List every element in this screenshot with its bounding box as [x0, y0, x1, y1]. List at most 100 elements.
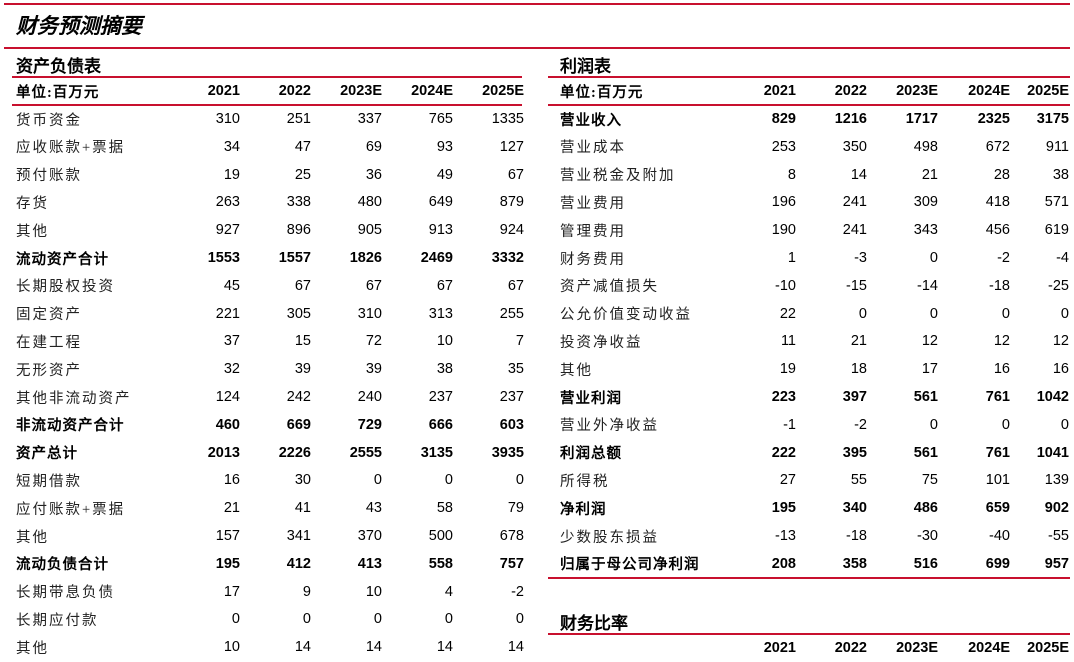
cell-2025e: 1042: [1036, 389, 1069, 405]
cell-2025e: 3935: [491, 444, 524, 461]
cell-2022: 2226: [278, 444, 311, 461]
cell-2022: 2022: [278, 83, 311, 99]
cell-2022: 241: [842, 222, 867, 239]
table-row: 流动资产合计 1553 1557 1826 2469 3332: [16, 244, 524, 272]
table-row: 资产减值损失 -10 -15 -14 -18 -25: [560, 272, 1069, 300]
row-label: 应收账款+票据: [16, 140, 126, 157]
cell-2022: 350: [842, 138, 867, 155]
table-row: 流动负债合计 195 412 413 558 757: [16, 550, 524, 578]
page-title: 财务预测摘要: [16, 14, 142, 38]
cell-2021: 829: [771, 111, 796, 127]
cell-2023e: 0: [929, 416, 938, 433]
cell-2024e: 761: [985, 444, 1010, 461]
cell-2021: 1553: [207, 250, 240, 266]
cell-2024e: 101: [985, 472, 1010, 489]
cell-2021: 196: [771, 194, 796, 211]
title-rule: [4, 47, 1070, 49]
cell-2024e: 67: [436, 277, 453, 294]
cell-2025e: 571: [1044, 194, 1069, 211]
cell-2021: 17: [223, 583, 240, 600]
cell-2022: -15: [846, 277, 867, 294]
cell-2024e: 28: [993, 166, 1010, 183]
cell-2025e: -55: [1048, 528, 1069, 544]
cell-2021: 19: [779, 361, 796, 378]
row-label: 利润总额: [560, 446, 622, 463]
cell-2024e: 418: [985, 194, 1010, 211]
cell-2021: 190: [771, 222, 796, 239]
cell-2024e: 500: [428, 528, 453, 544]
cell-2023e: 0: [373, 472, 382, 489]
cell-2023e: 516: [913, 555, 938, 572]
cell-2025e: 139: [1044, 472, 1069, 489]
cell-2021: 221: [215, 305, 240, 322]
cell-2024e: 10: [436, 333, 453, 350]
cell-2025e: -25: [1048, 277, 1069, 294]
cell-2023e: 0: [373, 611, 382, 628]
cell-2023e: 43: [365, 500, 382, 517]
cell-2021: 10: [223, 639, 240, 656]
cell-2024e: 313: [428, 305, 453, 322]
table-row: 应收账款+票据 34 47 69 93 127: [16, 133, 524, 161]
cell-2022: 341: [286, 528, 311, 544]
table-row: 无形资产 32 39 39 38 35: [16, 355, 524, 383]
cell-2025e: 67: [507, 277, 524, 294]
row-label: 资产总计: [16, 446, 78, 463]
cell-2024e: 913: [428, 222, 453, 239]
cell-2023e: 17: [921, 361, 938, 378]
cell-2025e: 67: [507, 166, 524, 183]
table-row: 固定资产 221 305 310 313 255: [16, 300, 524, 328]
cell-2021: 2021: [763, 83, 796, 99]
cell-2021: -13: [775, 528, 796, 544]
income-statement-rule-header: [548, 104, 1070, 106]
cell-2024e: 2469: [420, 250, 453, 266]
cell-2022: 67: [294, 277, 311, 294]
cell-2024e: 761: [985, 389, 1010, 405]
row-label: 管理费用: [560, 223, 626, 240]
cell-2024e: 14: [436, 639, 453, 656]
cell-2025e: 879: [499, 194, 524, 211]
row-label: 无形资产: [16, 362, 82, 379]
cell-2024e: 4: [444, 583, 453, 600]
cell-2022: 242: [286, 389, 311, 405]
table-row: 财务费用 1 -3 0 -2 -4: [560, 244, 1069, 272]
cell-2025e: 0: [515, 472, 524, 489]
cell-2025e: 2025E: [1027, 83, 1069, 99]
cell-2024e: 659: [985, 500, 1010, 517]
row-label: 财务费用: [560, 251, 626, 268]
cell-2023e: 10: [365, 583, 382, 600]
row-label: 流动资产合计: [16, 251, 109, 268]
cell-2023e: 498: [913, 138, 938, 155]
balance-sheet-rule-top: [12, 76, 522, 78]
table-row: 公允价值变动收益 22 0 0 0 0: [560, 300, 1069, 328]
row-label: 预付账款: [16, 168, 82, 185]
cell-2024e: 456: [985, 222, 1010, 239]
table-row: 长期带息负债 17 9 10 4 -2: [16, 578, 524, 606]
row-label: 其他: [16, 223, 49, 240]
cell-2022: 397: [842, 389, 867, 405]
cell-2025e: 2025E: [482, 83, 524, 99]
cell-2025e: 237: [499, 389, 524, 405]
cell-2021: 37: [223, 333, 240, 350]
cell-2024e: 558: [428, 555, 453, 572]
cell-2025e: 3332: [491, 250, 524, 266]
cell-2025e: 0: [515, 611, 524, 628]
cell-2022: 1557: [278, 250, 311, 266]
cell-2023e: -30: [917, 528, 938, 544]
cell-2025e: 3175: [1036, 111, 1069, 127]
cell-2025e: 35: [507, 361, 524, 378]
cell-2022: 41: [294, 500, 311, 517]
cell-2025e: 16: [1052, 361, 1069, 378]
cell-2024e: 3135: [420, 444, 453, 461]
cell-2021: 2013: [207, 444, 240, 461]
cell-2023e: 75: [921, 472, 938, 489]
cell-2025e: 2025E: [1027, 640, 1069, 656]
cell-2021: 34: [223, 138, 240, 155]
cell-2024e: 237: [428, 389, 453, 405]
cell-2022: 358: [842, 555, 867, 572]
cell-2021: 124: [215, 389, 240, 405]
cell-2025e: 0: [1060, 416, 1069, 433]
row-label: 其他: [16, 529, 49, 546]
row-label: 营业收入: [560, 112, 622, 129]
row-label: 货币资金: [16, 112, 82, 129]
table-row: 存货 263 338 480 649 879: [16, 188, 524, 216]
